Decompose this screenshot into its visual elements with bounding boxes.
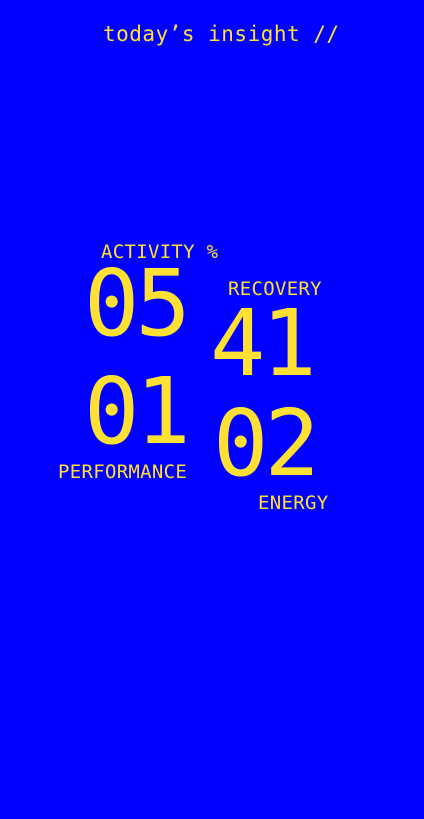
energy-label: ENERGY [258, 492, 329, 514]
page-title: today’s insight // [103, 22, 340, 46]
performance-label: PERFORMANCE [58, 461, 188, 483]
activity-value: 05 [84, 250, 191, 357]
performance-value: 01 [84, 358, 191, 465]
recovery-value: 41 [210, 290, 317, 397]
activity-label: ACTIVITY % [101, 241, 219, 263]
energy-value: 02 [213, 390, 320, 497]
recovery-label: RECOVERY [228, 278, 322, 300]
